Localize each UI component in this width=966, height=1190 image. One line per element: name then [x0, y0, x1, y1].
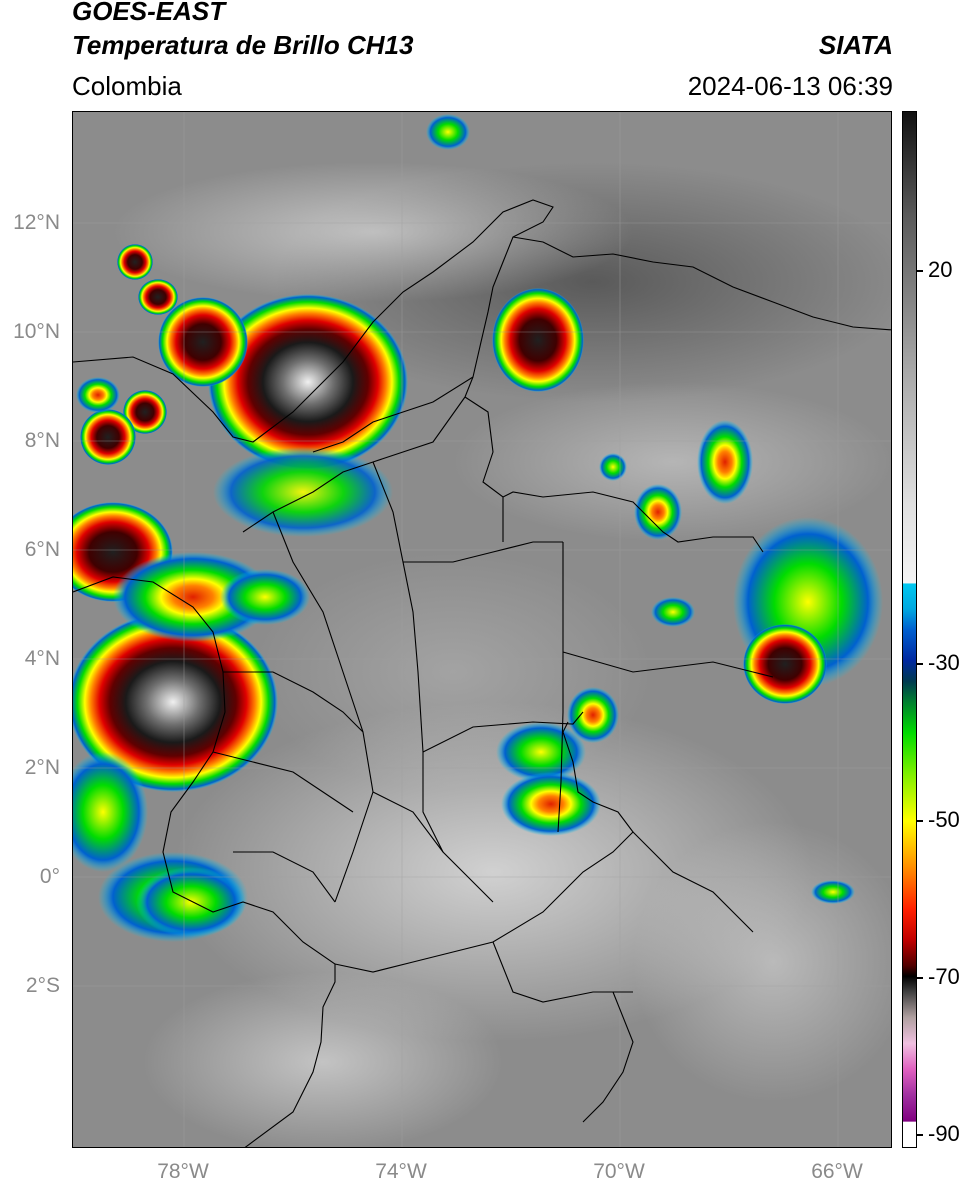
lat-label-6n: 6°N	[24, 538, 60, 561]
storm-cell-panama-4	[80, 409, 136, 465]
lat-label-8n: 8°N	[24, 429, 60, 452]
storm-cell-panama-5	[76, 377, 120, 413]
satellite-map[interactable]	[72, 111, 892, 1148]
storm-cell-vaupes-1	[496, 722, 586, 782]
lat-label-2n: 2°N	[24, 756, 60, 779]
cloud-band-north	[113, 162, 633, 302]
storm-cell-ecuador-coast	[136, 867, 246, 937]
storm-cell-pacific	[73, 612, 278, 792]
lat-label-0: 0°	[39, 865, 60, 888]
storm-cell-orinoco-core	[743, 624, 827, 704]
lat-label-2s: 2°S	[25, 974, 60, 997]
storm-cell-west-edge	[73, 752, 148, 872]
storm-cell-venezuela-1	[697, 420, 753, 504]
title-satellite: GOES-EAST	[72, 0, 226, 26]
title-product: Temperatura de Brillo CH13	[72, 30, 414, 60]
storm-cell-panama-1	[158, 297, 248, 387]
storm-cell-vaupes-2	[501, 772, 601, 836]
lon-label-78w: 78°W	[157, 1160, 209, 1183]
lat-label-12n: 12°N	[13, 211, 60, 234]
colorbar-tick-minus70	[917, 977, 923, 979]
storm-cell-north-colombia	[208, 294, 408, 470]
lat-label-4n: 4°N	[24, 647, 60, 670]
cloud-area-central	[253, 552, 653, 792]
storm-cell-coast	[220, 569, 310, 625]
storm-fringe-north	[213, 447, 393, 537]
region-label: Colombia	[72, 71, 182, 101]
borders	[73, 199, 891, 1147]
lon-label-74w: 74°W	[375, 1160, 427, 1183]
storm-cell-guajira	[492, 288, 584, 392]
map-canvas	[73, 112, 891, 1147]
cloud-area-south	[143, 972, 503, 1147]
colorbar-label-minus50: -50	[928, 807, 960, 832]
colorbar-tick-minus30	[917, 663, 923, 665]
cloud-band-east	[453, 382, 891, 542]
storm-cell-pacific-mid	[113, 552, 273, 642]
agency-label: SIATA	[818, 30, 893, 60]
storm-cell-panama-2	[138, 279, 178, 315]
storm-cell-panama-6	[117, 244, 153, 280]
colorbar-tick-20	[917, 270, 923, 272]
datetime-label: 2024-06-13 06:39	[687, 71, 893, 101]
storm-cell-panama-3	[123, 390, 167, 434]
storm-cell-venezuela-2	[634, 484, 682, 540]
lat-label-10n: 10°N	[13, 320, 60, 343]
storm-cell-caribbean-top	[426, 114, 470, 150]
storm-cell-southeast-small	[811, 880, 855, 904]
colorbar-tick-minus50	[917, 820, 923, 822]
storm-cell-guainia	[567, 687, 619, 743]
temperature-colorbar	[902, 111, 917, 1148]
colorbar-label-minus70: -70	[928, 964, 960, 989]
colorbar-tick-minus90	[917, 1134, 923, 1136]
colorbar-label-minus30: -30	[928, 650, 960, 675]
colorbar-label-20: 20	[928, 257, 953, 282]
colorbar-label-minus90: -90	[928, 1121, 960, 1146]
lon-label-70w: 70°W	[593, 1160, 645, 1183]
lon-label-66w: 66°W	[811, 1160, 863, 1183]
storm-cell-small-east	[651, 597, 695, 627]
storm-cell-venezuela-3	[599, 453, 627, 481]
